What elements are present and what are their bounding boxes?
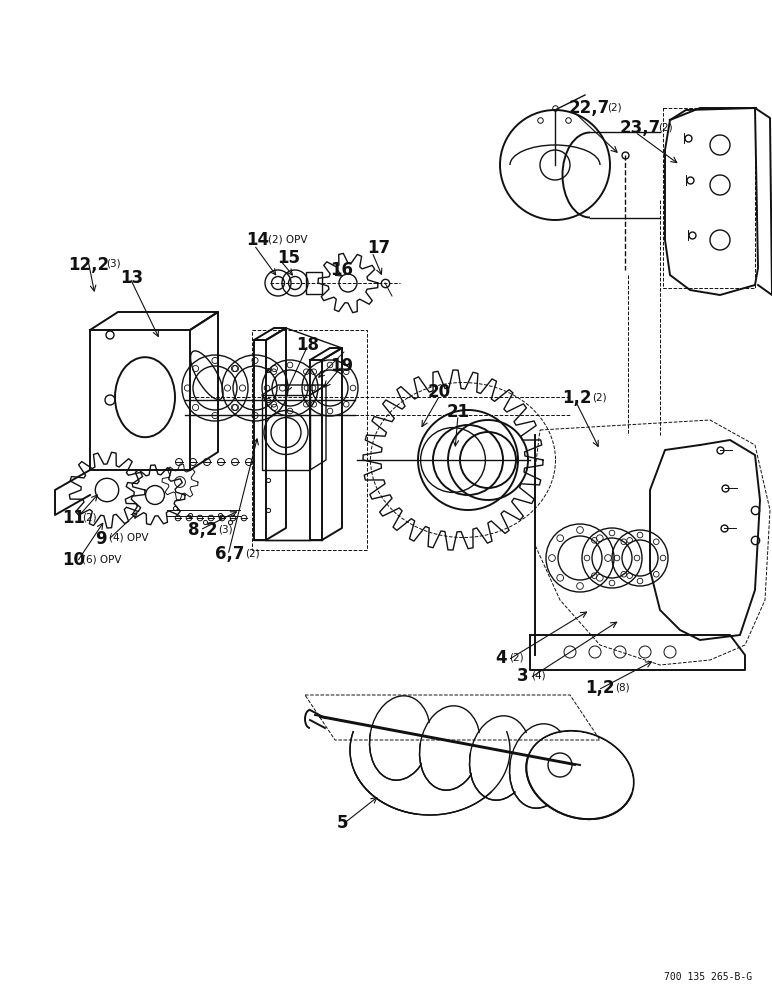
Text: 22,7: 22,7 bbox=[569, 99, 610, 117]
Text: 18: 18 bbox=[296, 336, 319, 354]
Text: 9: 9 bbox=[95, 530, 107, 548]
Text: (2): (2) bbox=[592, 392, 607, 402]
Text: 700 135 265-B-G: 700 135 265-B-G bbox=[664, 972, 752, 982]
Ellipse shape bbox=[421, 708, 479, 788]
Text: 6,7: 6,7 bbox=[215, 545, 245, 563]
Text: (3): (3) bbox=[106, 259, 120, 269]
Text: 8,2: 8,2 bbox=[188, 521, 218, 539]
Ellipse shape bbox=[527, 732, 633, 818]
Text: 11: 11 bbox=[62, 509, 85, 527]
Bar bbox=[306, 272, 322, 294]
Text: (2) OPV: (2) OPV bbox=[268, 234, 307, 244]
Text: 19: 19 bbox=[330, 357, 353, 375]
Text: (4): (4) bbox=[531, 670, 546, 680]
Text: 1,2: 1,2 bbox=[562, 389, 591, 407]
Text: (8): (8) bbox=[615, 682, 630, 692]
Text: (6) OPV: (6) OPV bbox=[82, 554, 121, 564]
Bar bbox=[663, 108, 755, 288]
Text: 17: 17 bbox=[367, 239, 390, 257]
Text: 14: 14 bbox=[246, 231, 269, 249]
Text: 15: 15 bbox=[277, 249, 300, 267]
Text: (3): (3) bbox=[218, 524, 232, 534]
Bar bbox=[310, 360, 322, 540]
Text: (4) OPV: (4) OPV bbox=[109, 533, 148, 543]
Text: 13: 13 bbox=[120, 269, 143, 287]
Text: 12,2: 12,2 bbox=[68, 256, 109, 274]
Text: (2): (2) bbox=[82, 512, 96, 522]
Text: 3: 3 bbox=[517, 667, 529, 685]
Text: (2): (2) bbox=[245, 548, 259, 558]
Ellipse shape bbox=[471, 718, 530, 798]
Ellipse shape bbox=[371, 698, 429, 778]
Text: 20: 20 bbox=[428, 383, 451, 401]
Text: (2): (2) bbox=[658, 122, 672, 132]
Text: 1,2: 1,2 bbox=[585, 679, 615, 697]
Ellipse shape bbox=[510, 726, 570, 806]
Text: 16: 16 bbox=[330, 261, 353, 279]
Text: 4: 4 bbox=[495, 649, 506, 667]
Text: 5: 5 bbox=[337, 814, 348, 832]
Text: (2): (2) bbox=[607, 102, 621, 112]
Text: 23,7: 23,7 bbox=[620, 119, 662, 137]
Text: 21: 21 bbox=[447, 403, 470, 421]
Text: 10: 10 bbox=[62, 551, 85, 569]
Text: (2): (2) bbox=[509, 652, 523, 662]
Bar bbox=[252, 330, 367, 550]
Bar bbox=[262, 395, 310, 470]
Bar bbox=[254, 340, 266, 540]
